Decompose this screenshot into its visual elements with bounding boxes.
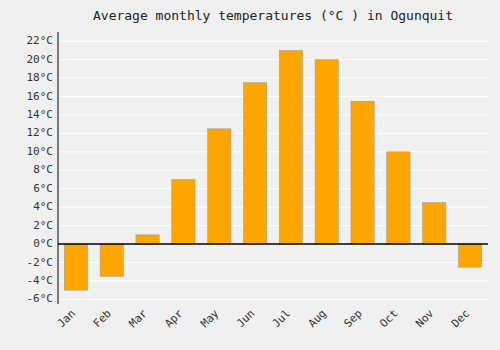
zero-line [58, 243, 488, 245]
bars [64, 50, 481, 290]
grid-line [58, 299, 488, 300]
y-tick-label: 14°C [27, 108, 54, 121]
chart: Average monthly temperatures (°C ) in Og… [0, 0, 500, 350]
y-tick-label: 2°C [33, 219, 53, 232]
grid-line [58, 41, 488, 42]
x-tick-labels: Jan Feb Mar Apr May Jun Jul Aug Sep Oct Nov Dec [55, 307, 472, 331]
y-tick-label: 8°C [33, 163, 53, 176]
x-tick-label: Jun [234, 307, 257, 330]
grid-line [58, 188, 488, 189]
bar [315, 60, 338, 244]
y-tick-label: 6°C [33, 182, 53, 195]
x-tick-label: Jan [55, 307, 78, 330]
grid-line [58, 78, 488, 79]
grid [58, 41, 488, 299]
bar [351, 101, 374, 244]
bar [458, 244, 481, 267]
grid-line [58, 280, 488, 281]
bar [387, 152, 410, 244]
x-tick-label: Aug [306, 307, 329, 330]
y-tick-label: -6°C [27, 292, 54, 305]
y-tick-label: -4°C [27, 274, 54, 287]
x-tick-label: May [198, 307, 222, 331]
x-tick-label: Feb [91, 307, 114, 330]
y-tick-label: 12°C [27, 126, 54, 139]
y-tick-label: 10°C [27, 145, 54, 158]
grid-line [58, 170, 488, 171]
bar [243, 83, 266, 244]
x-tick-label: Sep [341, 307, 364, 330]
title: Average monthly temperatures (°C ) in Og… [93, 8, 453, 23]
grid-line [58, 114, 488, 115]
y-tick-label: 16°C [27, 90, 54, 103]
y-tick-label: 22°C [27, 34, 54, 47]
bar [423, 203, 446, 244]
background [0, 0, 500, 350]
y-tick-label: 18°C [27, 71, 54, 84]
grid-line [58, 96, 488, 97]
bar [100, 244, 123, 276]
grid-line [58, 59, 488, 60]
grid-line [58, 244, 488, 245]
chart-container: Average monthly temperatures (°C ) in Og… [0, 0, 500, 350]
x-tick-label: Nov [413, 307, 437, 331]
x-tick-label: Dec [449, 307, 472, 330]
bar [136, 235, 159, 244]
bar [64, 244, 87, 290]
grid-line [58, 133, 488, 134]
bar [279, 50, 302, 244]
y-tick-label: 20°C [27, 53, 54, 66]
bar [208, 129, 231, 244]
y-tick-labels: -6°C -4°C -2°C 0°C 2°C 4°C 6°C 8°C 10°C 12°C 14°C 1… [27, 34, 54, 305]
y-tick-label: -2°C [27, 256, 54, 269]
y-tick-label: 4°C [33, 200, 53, 213]
bar [172, 180, 195, 245]
x-tick-label: Oct [377, 307, 400, 330]
y-axis-line [58, 32, 59, 304]
y-tick-label: 0°C [33, 237, 53, 250]
grid-line [58, 151, 488, 152]
x-tick-label: Jul [270, 307, 293, 330]
x-tick-label: Apr [162, 307, 186, 331]
x-tick-label: Mar [126, 307, 150, 331]
